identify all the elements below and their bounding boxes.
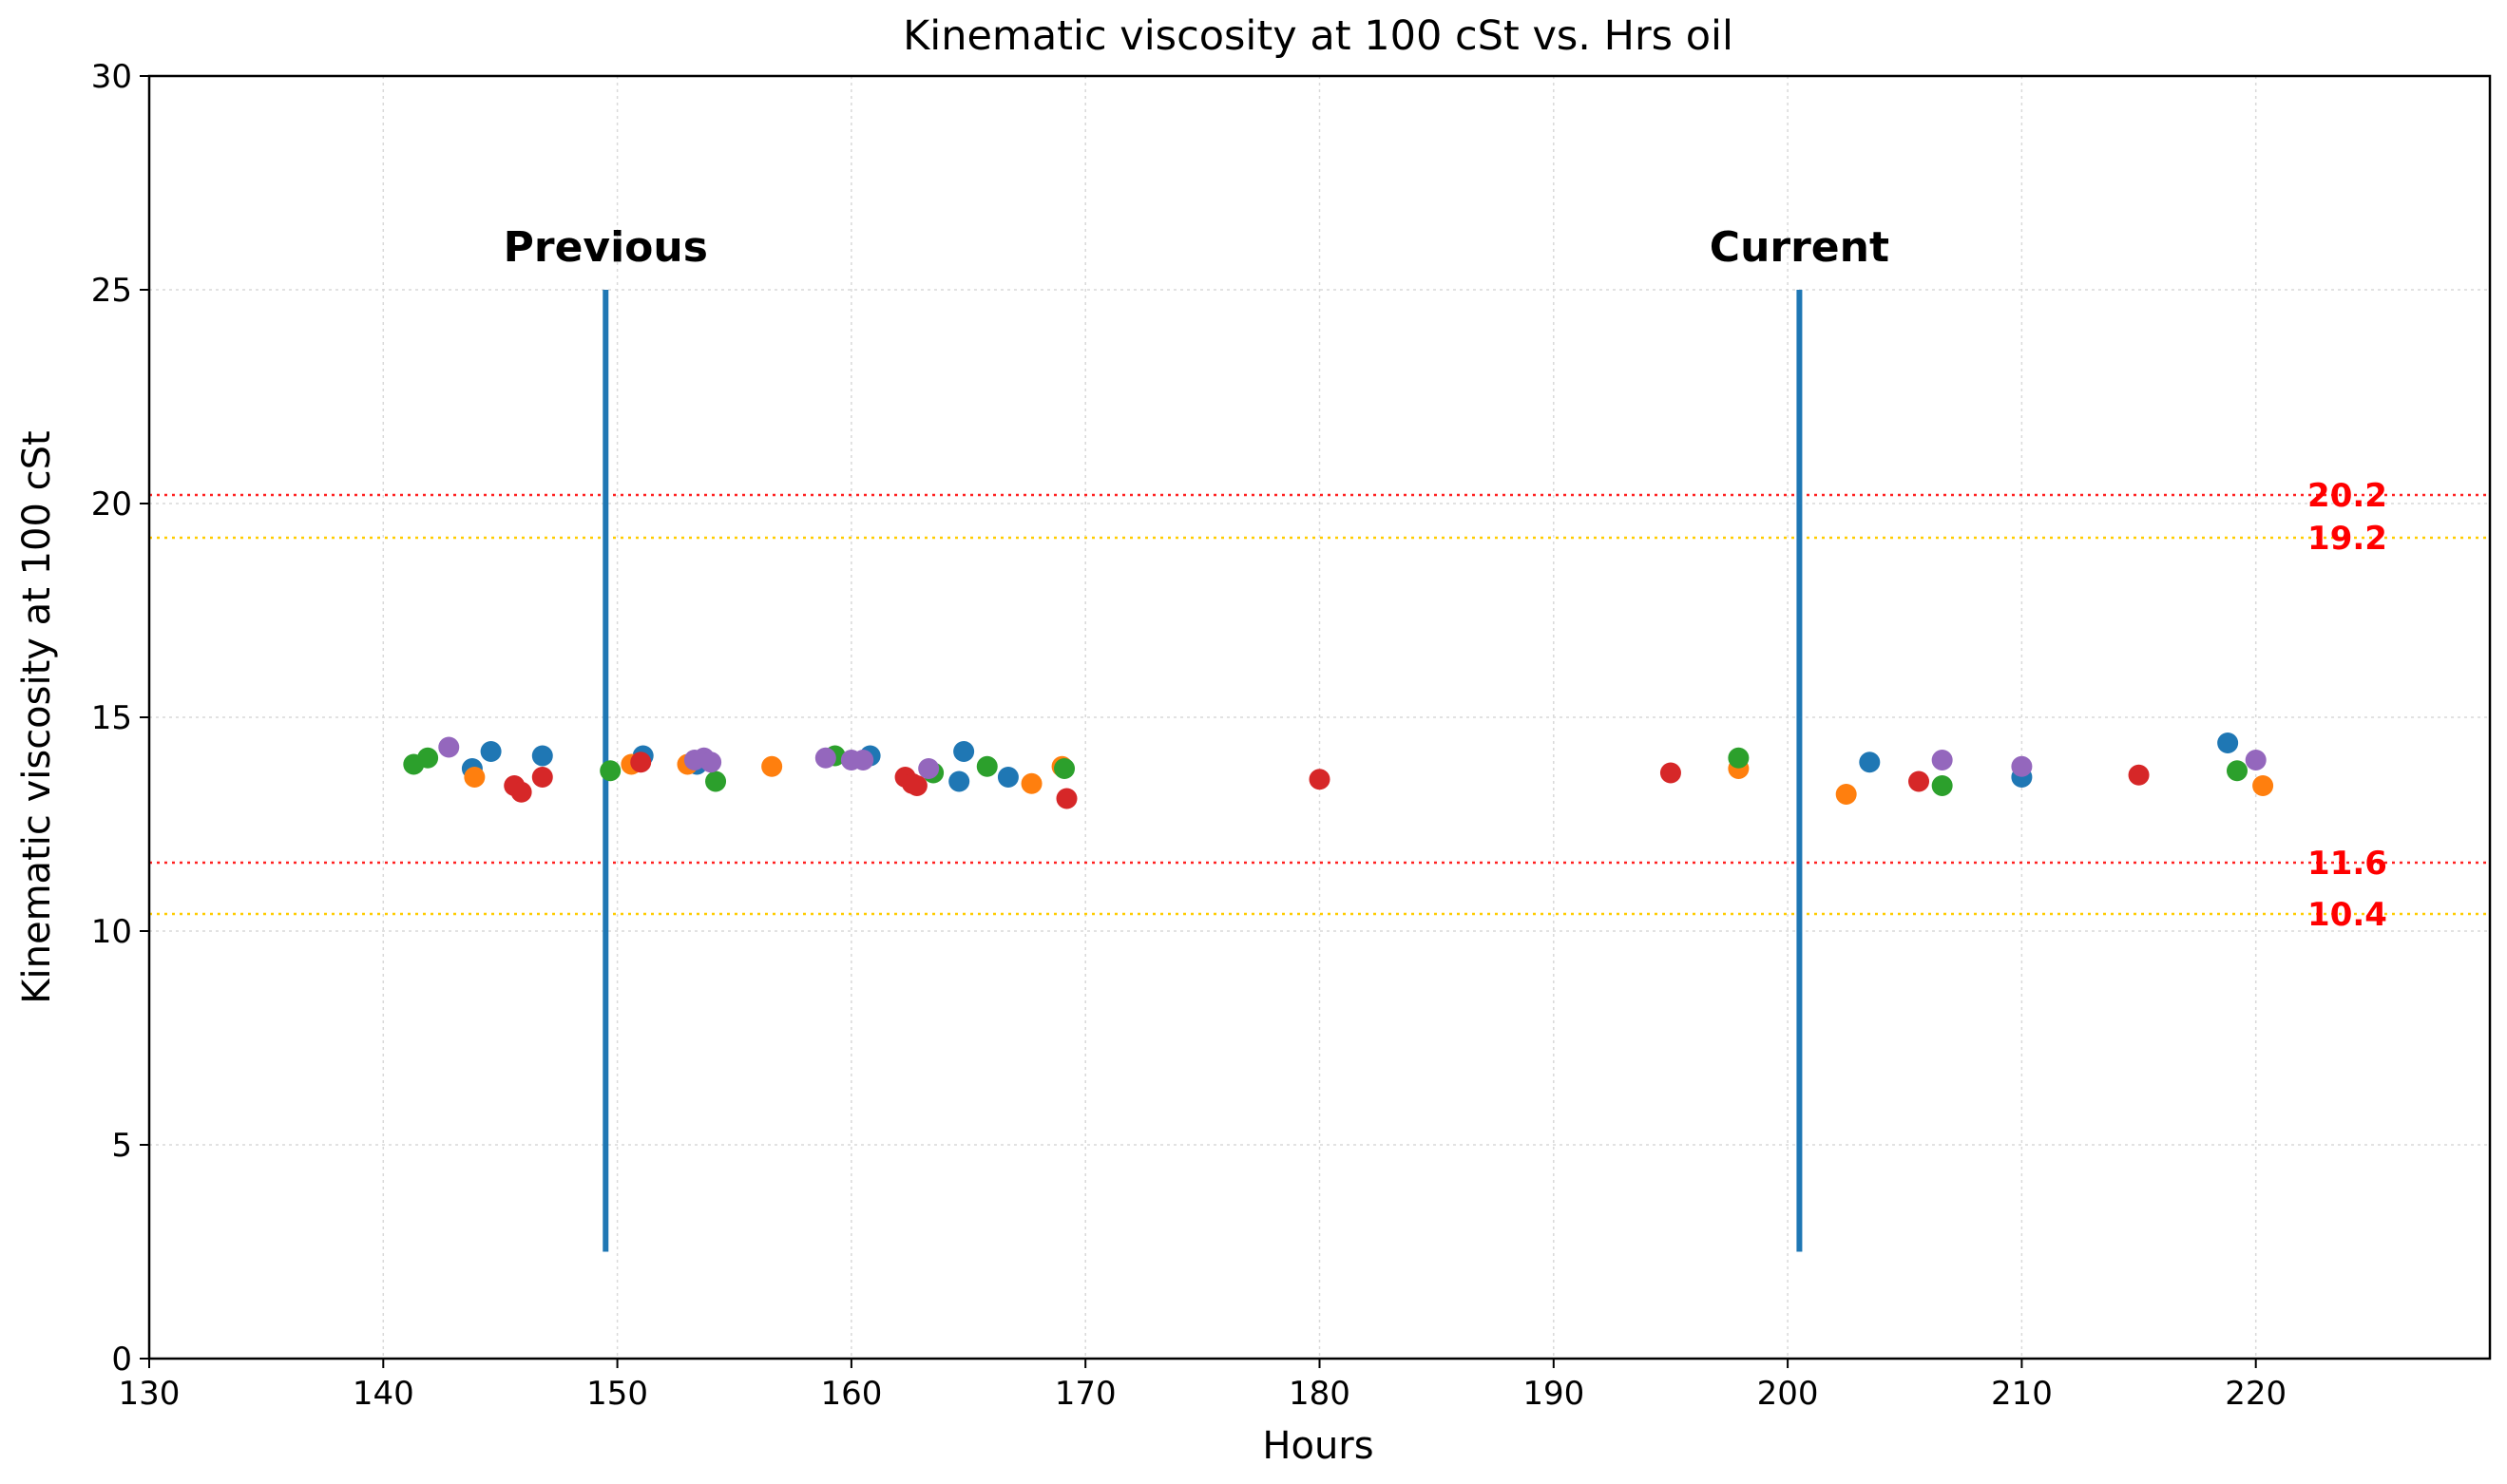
x-tick-label: 170 [1055, 1375, 1117, 1413]
data-point-green [1054, 758, 1076, 779]
marker-layer: Previous Current [504, 223, 1889, 1252]
data-point-red [1309, 769, 1330, 790]
x-tick-label: 160 [820, 1375, 882, 1413]
data-point-green [1728, 747, 1750, 769]
data-point-orange [1021, 772, 1043, 794]
data-point-blue [953, 741, 975, 762]
marker-label: Previous [504, 223, 708, 272]
point-layer [403, 732, 2274, 809]
data-point-green [600, 760, 622, 782]
data-point-purple [2011, 755, 2033, 777]
data-point-red [531, 767, 553, 788]
data-point-red [630, 752, 652, 773]
threshold-label: 10.4 [2307, 896, 2387, 934]
data-point-green [1931, 775, 1953, 796]
data-point-blue [997, 767, 1019, 788]
threshold-label: 19.2 [2307, 520, 2387, 558]
x-tick-label: 200 [1757, 1375, 1819, 1413]
data-point-orange [464, 767, 486, 788]
data-point-purple [2245, 750, 2267, 771]
data-point-red [1056, 788, 1078, 809]
tick-layer: 130 140 150 160 170 180 190 200 210 220 0 5 10 15 20 25… [91, 58, 2287, 1413]
data-point-purple [700, 752, 722, 773]
x-tick-label: 190 [1522, 1375, 1584, 1413]
data-point-purple [852, 750, 874, 771]
data-point-blue [531, 745, 553, 767]
x-tick-label: 140 [353, 1375, 414, 1413]
data-point-green [2226, 760, 2248, 782]
data-point-purple [438, 736, 460, 758]
y-tick-label: 5 [111, 1127, 132, 1165]
data-point-orange [1835, 784, 1857, 805]
x-tick-label: 180 [1289, 1375, 1350, 1413]
data-point-green [417, 747, 439, 769]
data-point-blue [2217, 732, 2239, 753]
y-tick-label: 0 [111, 1341, 132, 1379]
data-point-red [1659, 762, 1681, 784]
y-tick-label: 25 [91, 272, 132, 310]
data-point-blue [1859, 752, 1881, 773]
data-point-green [705, 771, 727, 792]
data-point-purple [918, 758, 940, 779]
data-point-orange [2252, 775, 2274, 796]
x-tick-label: 130 [119, 1375, 181, 1413]
y-tick-label: 30 [91, 58, 132, 96]
data-point-purple [814, 747, 836, 769]
x-tick-label: 220 [2225, 1375, 2287, 1413]
data-point-green [976, 755, 998, 777]
chart-title: Kinematic viscosity at 100 cSt vs. Hrs o… [903, 12, 1733, 60]
data-point-red [510, 781, 532, 803]
x-tick-label: 150 [586, 1375, 648, 1413]
y-tick-label: 20 [91, 485, 132, 523]
data-point-purple [1931, 750, 1953, 771]
threshold-label: 11.6 [2307, 845, 2387, 883]
y-tick-label: 15 [91, 699, 132, 737]
data-point-red [2128, 764, 2150, 786]
data-point-blue [480, 741, 502, 762]
y-axis-label: Kinematic viscosity at 100 cSt [15, 430, 59, 1003]
data-point-red [1908, 771, 1930, 792]
threshold-label: 20.2 [2307, 477, 2387, 515]
x-axis-label: Hours [1262, 1424, 1373, 1468]
marker-label: Current [1710, 223, 1889, 272]
data-point-blue [948, 771, 970, 792]
grid-layer [148, 75, 2490, 1360]
data-point-orange [761, 755, 783, 777]
x-tick-label: 210 [1991, 1375, 2053, 1413]
y-tick-label: 10 [91, 913, 132, 951]
data-point-red [906, 775, 928, 796]
threshold-layer: 20.2 19.2 11.6 10.4 [149, 477, 2490, 934]
